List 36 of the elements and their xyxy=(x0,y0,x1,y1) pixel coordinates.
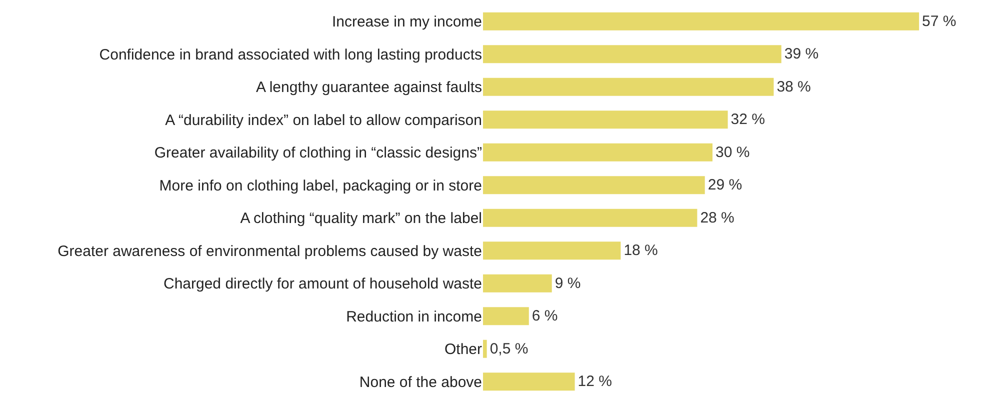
bar xyxy=(483,208,698,227)
data-label: 12 % xyxy=(578,373,612,390)
bar xyxy=(483,45,782,64)
y-tick-label: Other xyxy=(444,341,482,358)
data-label: 9 % xyxy=(554,274,581,292)
y-tick-label: More info on clothing label, packaging or in store xyxy=(159,177,482,194)
data-label: 6 % xyxy=(532,308,558,325)
y-tick-label: A “durability index” on label to allow comparison xyxy=(165,112,482,129)
y-tick-label: Confidence in brand associated with long lasting products xyxy=(99,46,482,64)
y-tick-label: Greater availability of clothing in “classic designs” xyxy=(154,144,482,162)
data-label: 29 % xyxy=(708,176,742,194)
y-tick-label: A clothing “quality mark” on the label xyxy=(240,210,482,228)
y-tick-label: Charged directly for amount of household waste xyxy=(163,276,482,293)
y-tick-label: None of the above xyxy=(359,374,482,391)
y-tick-label: Greater awareness of environmental problems caused by waste xyxy=(58,242,482,260)
bar xyxy=(483,274,552,292)
bar xyxy=(483,143,712,162)
y-tick-label: Reduction in income xyxy=(346,308,482,326)
data-label: 57 % xyxy=(922,12,956,30)
bar xyxy=(483,340,487,358)
y-tick-label: Increase in my income xyxy=(332,14,482,31)
bar xyxy=(483,110,728,129)
data-label: 32 % xyxy=(730,111,766,128)
bar xyxy=(483,176,705,194)
data-label: 30 % xyxy=(716,144,750,161)
bar xyxy=(483,307,529,326)
y-tick-label: A lengthy guarantee against faults xyxy=(256,79,482,96)
data-label: 28 % xyxy=(700,209,734,226)
bar xyxy=(483,78,774,96)
bar xyxy=(483,12,920,30)
data-label: 0,5 % xyxy=(490,340,528,358)
bar xyxy=(483,242,621,260)
data-label: 18 % xyxy=(624,242,658,260)
data-label: 38 % xyxy=(776,78,811,96)
bar xyxy=(483,372,575,391)
data-label: 39 % xyxy=(784,46,819,63)
